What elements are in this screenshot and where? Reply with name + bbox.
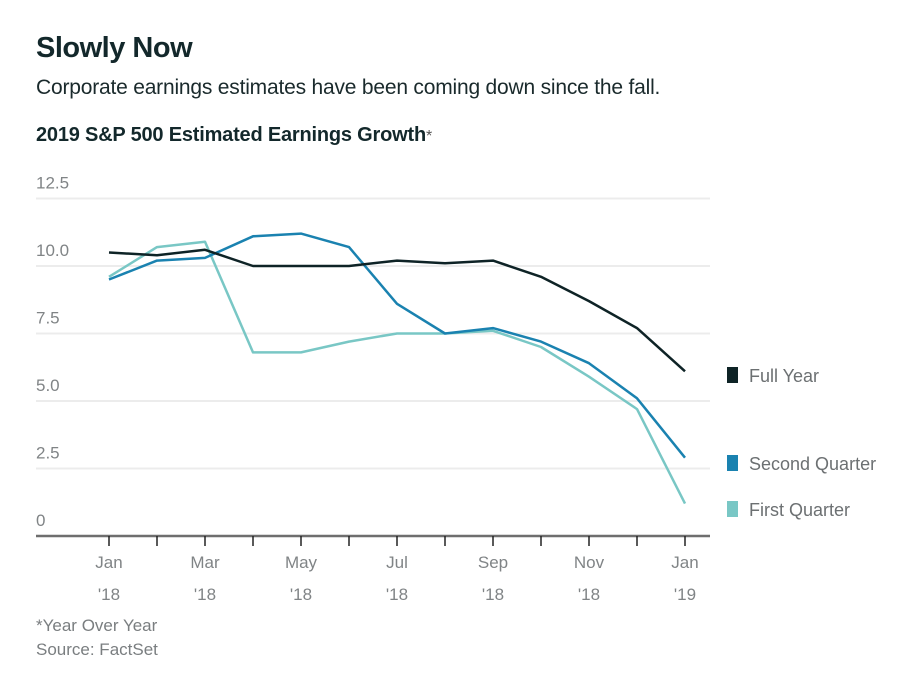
series-line-first-quarter bbox=[108, 240, 687, 505]
page-subtitle: Corporate earnings estimates have been c… bbox=[36, 76, 661, 99]
x-tick-label-year: '18 bbox=[290, 585, 312, 604]
x-tick-label-year: '18 bbox=[98, 585, 120, 604]
legend: Full Year Second Quarter First Quarter bbox=[727, 366, 876, 520]
y-tick-label: 2.5 bbox=[36, 444, 60, 463]
footnote: *Year Over Year Source: FactSet bbox=[36, 614, 158, 662]
x-tick-label-year: '19 bbox=[674, 585, 696, 604]
series-lines bbox=[108, 232, 687, 505]
page-title: Slowly Now bbox=[36, 32, 193, 64]
asterisk-icon: * bbox=[425, 128, 432, 145]
x-tick-label: Nov bbox=[574, 553, 605, 572]
x-tick-label: Sep bbox=[478, 553, 508, 572]
x-tick-label: May bbox=[285, 553, 318, 572]
x-axis: Jan '18 Mar '18 May '18 Jul '18 Sep '18 Nov '18 Jan '… bbox=[36, 534, 710, 604]
y-tick-label: 0 bbox=[36, 511, 45, 530]
x-tick-label-year: '18 bbox=[194, 585, 216, 604]
footnote-note: *Year Over Year bbox=[36, 616, 158, 635]
series-line-full-year bbox=[108, 248, 686, 373]
x-tick-label: Jan bbox=[95, 553, 122, 572]
series-line-second-quarter bbox=[108, 232, 686, 459]
legend-label-second-quarter: Second Quarter bbox=[749, 454, 876, 474]
x-tick-label-year: '18 bbox=[386, 585, 408, 604]
chart-title-text: 2019 S&P 500 Estimated Earnings Growth bbox=[36, 124, 426, 146]
y-axis-ticks: 0 2.5 5.0 7.5 10.0 12.5 bbox=[36, 174, 69, 531]
x-tick-label-year: '18 bbox=[482, 585, 504, 604]
x-tick-label-year: '18 bbox=[578, 585, 600, 604]
legend-swatch-second-quarter bbox=[727, 455, 738, 471]
legend-label-first-quarter: First Quarter bbox=[749, 500, 850, 520]
legend-label-full-year: Full Year bbox=[749, 366, 819, 386]
y-tick-label: 10.0 bbox=[36, 241, 69, 260]
y-tick-label: 12.5 bbox=[36, 174, 69, 193]
legend-swatch-full-year bbox=[727, 367, 738, 383]
footnote-source: Source: FactSet bbox=[36, 640, 158, 659]
y-tick-label: 7.5 bbox=[36, 309, 60, 328]
x-tick-label: Jan bbox=[671, 553, 698, 572]
chart-title: 2019 S&P 500 Estimated Earnings Growth* bbox=[36, 124, 432, 147]
gridlines bbox=[36, 197, 710, 470]
x-tick-label: Jul bbox=[386, 553, 408, 572]
y-tick-label: 5.0 bbox=[36, 376, 60, 395]
x-tick-label: Mar bbox=[190, 553, 220, 572]
legend-swatch-first-quarter bbox=[727, 501, 738, 517]
